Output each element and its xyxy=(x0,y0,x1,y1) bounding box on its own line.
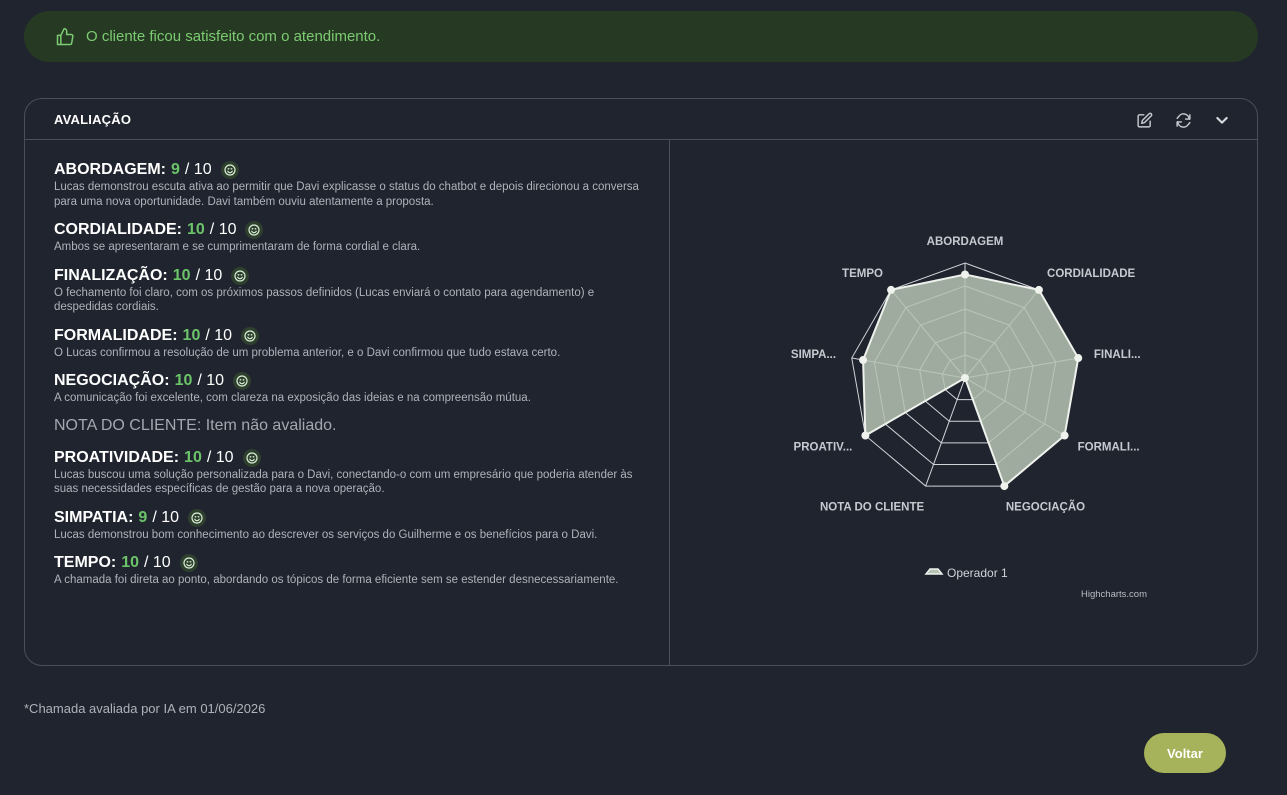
radar-data-point xyxy=(961,270,969,279)
criterion-formalidade: FORMALIDADE: 10 / 10 O Lucas confirmou a… xyxy=(54,326,669,361)
radar-data-point xyxy=(887,285,896,294)
criterion-description: Lucas buscou uma solução personalizada p… xyxy=(54,468,633,496)
radar-data-point xyxy=(961,374,969,382)
criterion-label: PROATIVIDADE: xyxy=(54,448,180,466)
criterion-score: 10 xyxy=(184,448,202,466)
criterion-score: 10 xyxy=(121,554,140,571)
header-actions xyxy=(1133,110,1233,130)
card-title: AVALIAÇÃO xyxy=(54,111,132,127)
criterion-label: CORDIALIDADE: xyxy=(54,221,182,238)
edit-icon[interactable] xyxy=(1133,110,1155,130)
criteria-list: ABORDAGEM: 9 / 10 Lucas demonstrou escut… xyxy=(25,140,670,666)
criterion-label: FINALIZAÇÃO: xyxy=(54,266,168,284)
chart-credits: Highcharts.com xyxy=(1081,589,1147,600)
radar-category-label: FORMALI... xyxy=(1078,442,1140,454)
radar-category-label: NEGOCIAÇÃO xyxy=(1006,501,1085,514)
criterion-max: / 10 xyxy=(144,554,171,571)
radar-grid-spoke xyxy=(925,377,966,487)
radar-data-point xyxy=(1060,431,1069,440)
legend-symbol-icon xyxy=(924,568,944,575)
smile-icon xyxy=(241,326,260,345)
radar-data-point xyxy=(1034,285,1043,294)
criterion-negociacao: NEGOCIAÇÃO: 10 / 10 A comunicação foi ex… xyxy=(54,371,669,406)
criterion-description: A comunicação foi excelente, com clareza… xyxy=(54,392,531,404)
radar-data-point xyxy=(861,431,870,440)
radar-category-label: CORDIALIDADE xyxy=(1047,268,1135,280)
criterion-score: 10 xyxy=(172,266,191,284)
criterion-max: / 10 xyxy=(209,221,237,238)
card-header: AVALIAÇÃO xyxy=(25,99,1257,140)
criterion-simpatia: SIMPATIA: 9 / 10 Lucas demonstrou bom co… xyxy=(54,508,669,543)
criterion-proatividade: PROATIVIDADE: 10 / 10 Lucas buscou uma s… xyxy=(54,448,669,497)
criterion-description: Lucas demonstrou escuta ativa ao permiti… xyxy=(54,181,639,208)
smile-icon xyxy=(220,161,239,179)
chart-legend: Operador 1 xyxy=(924,566,1008,580)
smile-icon xyxy=(231,266,250,285)
smile-icon xyxy=(179,554,198,572)
criterion-description: O fechamento foi claro, com os próximos … xyxy=(54,286,595,314)
chevron-down-icon[interactable] xyxy=(1211,110,1233,130)
criterion-label: TEMPO: xyxy=(54,554,117,571)
radar-chart: ABORDAGEM CORDIALIDADE FINALI... FORMALI...… xyxy=(791,236,1147,600)
criterion-max: / 10 xyxy=(206,448,234,466)
radar-data-point xyxy=(859,356,868,365)
evaluation-card: AVALIAÇÃO AB xyxy=(24,98,1258,666)
criterion-description: O Lucas confirmou a resolução de um prob… xyxy=(54,346,561,359)
radar-category-label: FINALI... xyxy=(1094,349,1141,361)
criterion-score: 10 xyxy=(182,326,201,344)
smile-icon xyxy=(188,508,206,527)
criterion-tempo: TEMPO: 10 / 10 A chamada foi direta ao p… xyxy=(54,553,669,588)
smile-icon xyxy=(242,448,261,467)
criterion-abordagem: ABORDAGEM: 9 / 10 Lucas demonstrou escut… xyxy=(54,160,669,209)
radar-category-label: PROATIV... xyxy=(794,442,853,454)
criterion-max: / 10 xyxy=(205,326,233,344)
criterion-score: 9 xyxy=(138,508,148,526)
radar-data-point xyxy=(1000,482,1009,491)
ai-evaluation-note: *Chamada avaliada por IA em 01/06/2026 xyxy=(24,701,266,716)
banner-text: O cliente ficou satisfeito com o atendim… xyxy=(86,28,381,45)
criterion-label: FORMALIDADE: xyxy=(54,326,178,344)
smile-icon xyxy=(245,221,264,239)
smile-icon xyxy=(233,372,252,390)
criterion-not-rated: NOTA DO CLIENTE: Item não avaliado. xyxy=(54,416,337,434)
criterion-max: / 10 xyxy=(152,508,179,526)
refresh-icon[interactable] xyxy=(1172,110,1194,130)
radar-data-point xyxy=(1074,354,1083,363)
criterion-label: NEGOCIAÇÃO: xyxy=(54,372,170,389)
radar-category-label: TEMPO xyxy=(842,268,883,280)
criterion-description: Ambos se apresentaram e se cumprimentara… xyxy=(54,241,421,253)
radar-category-label: ABORDAGEM xyxy=(927,236,1004,248)
radar-series-area xyxy=(862,273,1080,488)
criterion-score: 10 xyxy=(174,372,193,389)
criterion-description: Lucas demonstrou bom conhecimento ao des… xyxy=(54,528,598,541)
criterion-max: / 10 xyxy=(184,161,212,178)
radar-category-label: NOTA DO CLIENTE xyxy=(820,502,924,514)
criterion-finalizacao: FINALIZAÇÃO: 10 / 10 O fechamento foi cl… xyxy=(54,266,669,315)
criterion-max: / 10 xyxy=(195,266,223,284)
radar-chart-panel: ABORDAGEM CORDIALIDADE FINALI... FORMALI...… xyxy=(671,140,1258,666)
criterion-label: ABORDAGEM: xyxy=(54,161,166,178)
thumbs-up-icon xyxy=(54,26,76,48)
criterion-label: SIMPATIA: xyxy=(54,508,134,526)
criterion-score: 10 xyxy=(187,221,205,238)
criterion-max: / 10 xyxy=(197,372,225,389)
back-button[interactable]: Voltar xyxy=(1144,733,1226,773)
criterion-cordialidade: CORDIALIDADE: 10 / 10 Ambos se apresenta… xyxy=(54,220,669,255)
criterion-score: 9 xyxy=(171,161,180,178)
radar-category-label: SIMPA... xyxy=(791,349,836,361)
criterion-description: A chamada foi direta ao ponto, abordando… xyxy=(54,574,619,586)
legend-label[interactable]: Operador 1 xyxy=(947,566,1008,580)
satisfaction-banner: O cliente ficou satisfeito com o atendim… xyxy=(24,11,1258,62)
